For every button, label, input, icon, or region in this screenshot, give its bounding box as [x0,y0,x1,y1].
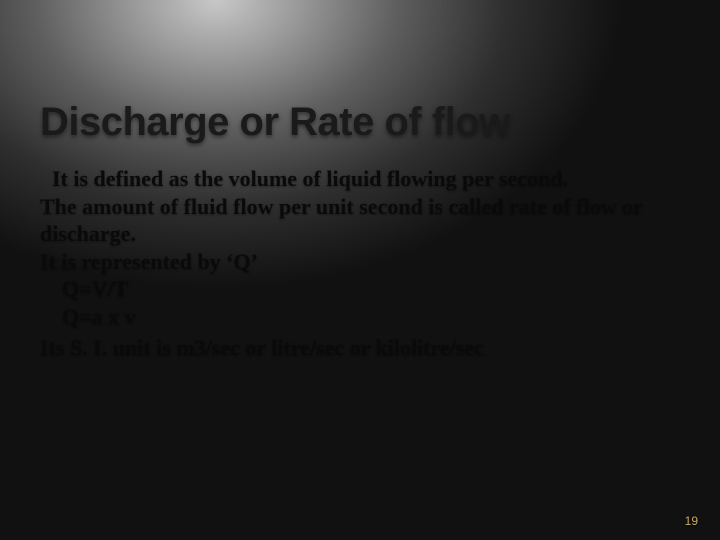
body-line-6: Its S. I. unit is m3/sec or litre/sec or… [40,334,660,362]
slide-body: It is defined as the volume of liquid fl… [40,165,660,362]
body-line-3: It is represented by ‘Q’ [40,248,660,276]
body-line-4: Q=V/T [40,275,660,303]
slide-title: Discharge or Rate of flow [40,100,680,145]
body-line-1: It is defined as the volume of liquid fl… [40,165,660,193]
body-line-5: Q=a x v [40,303,660,331]
page-number: 19 [685,514,698,528]
slide: Discharge or Rate of flow It is defined … [0,0,720,540]
body-line-2: The amount of fluid flow per unit second… [40,193,660,248]
